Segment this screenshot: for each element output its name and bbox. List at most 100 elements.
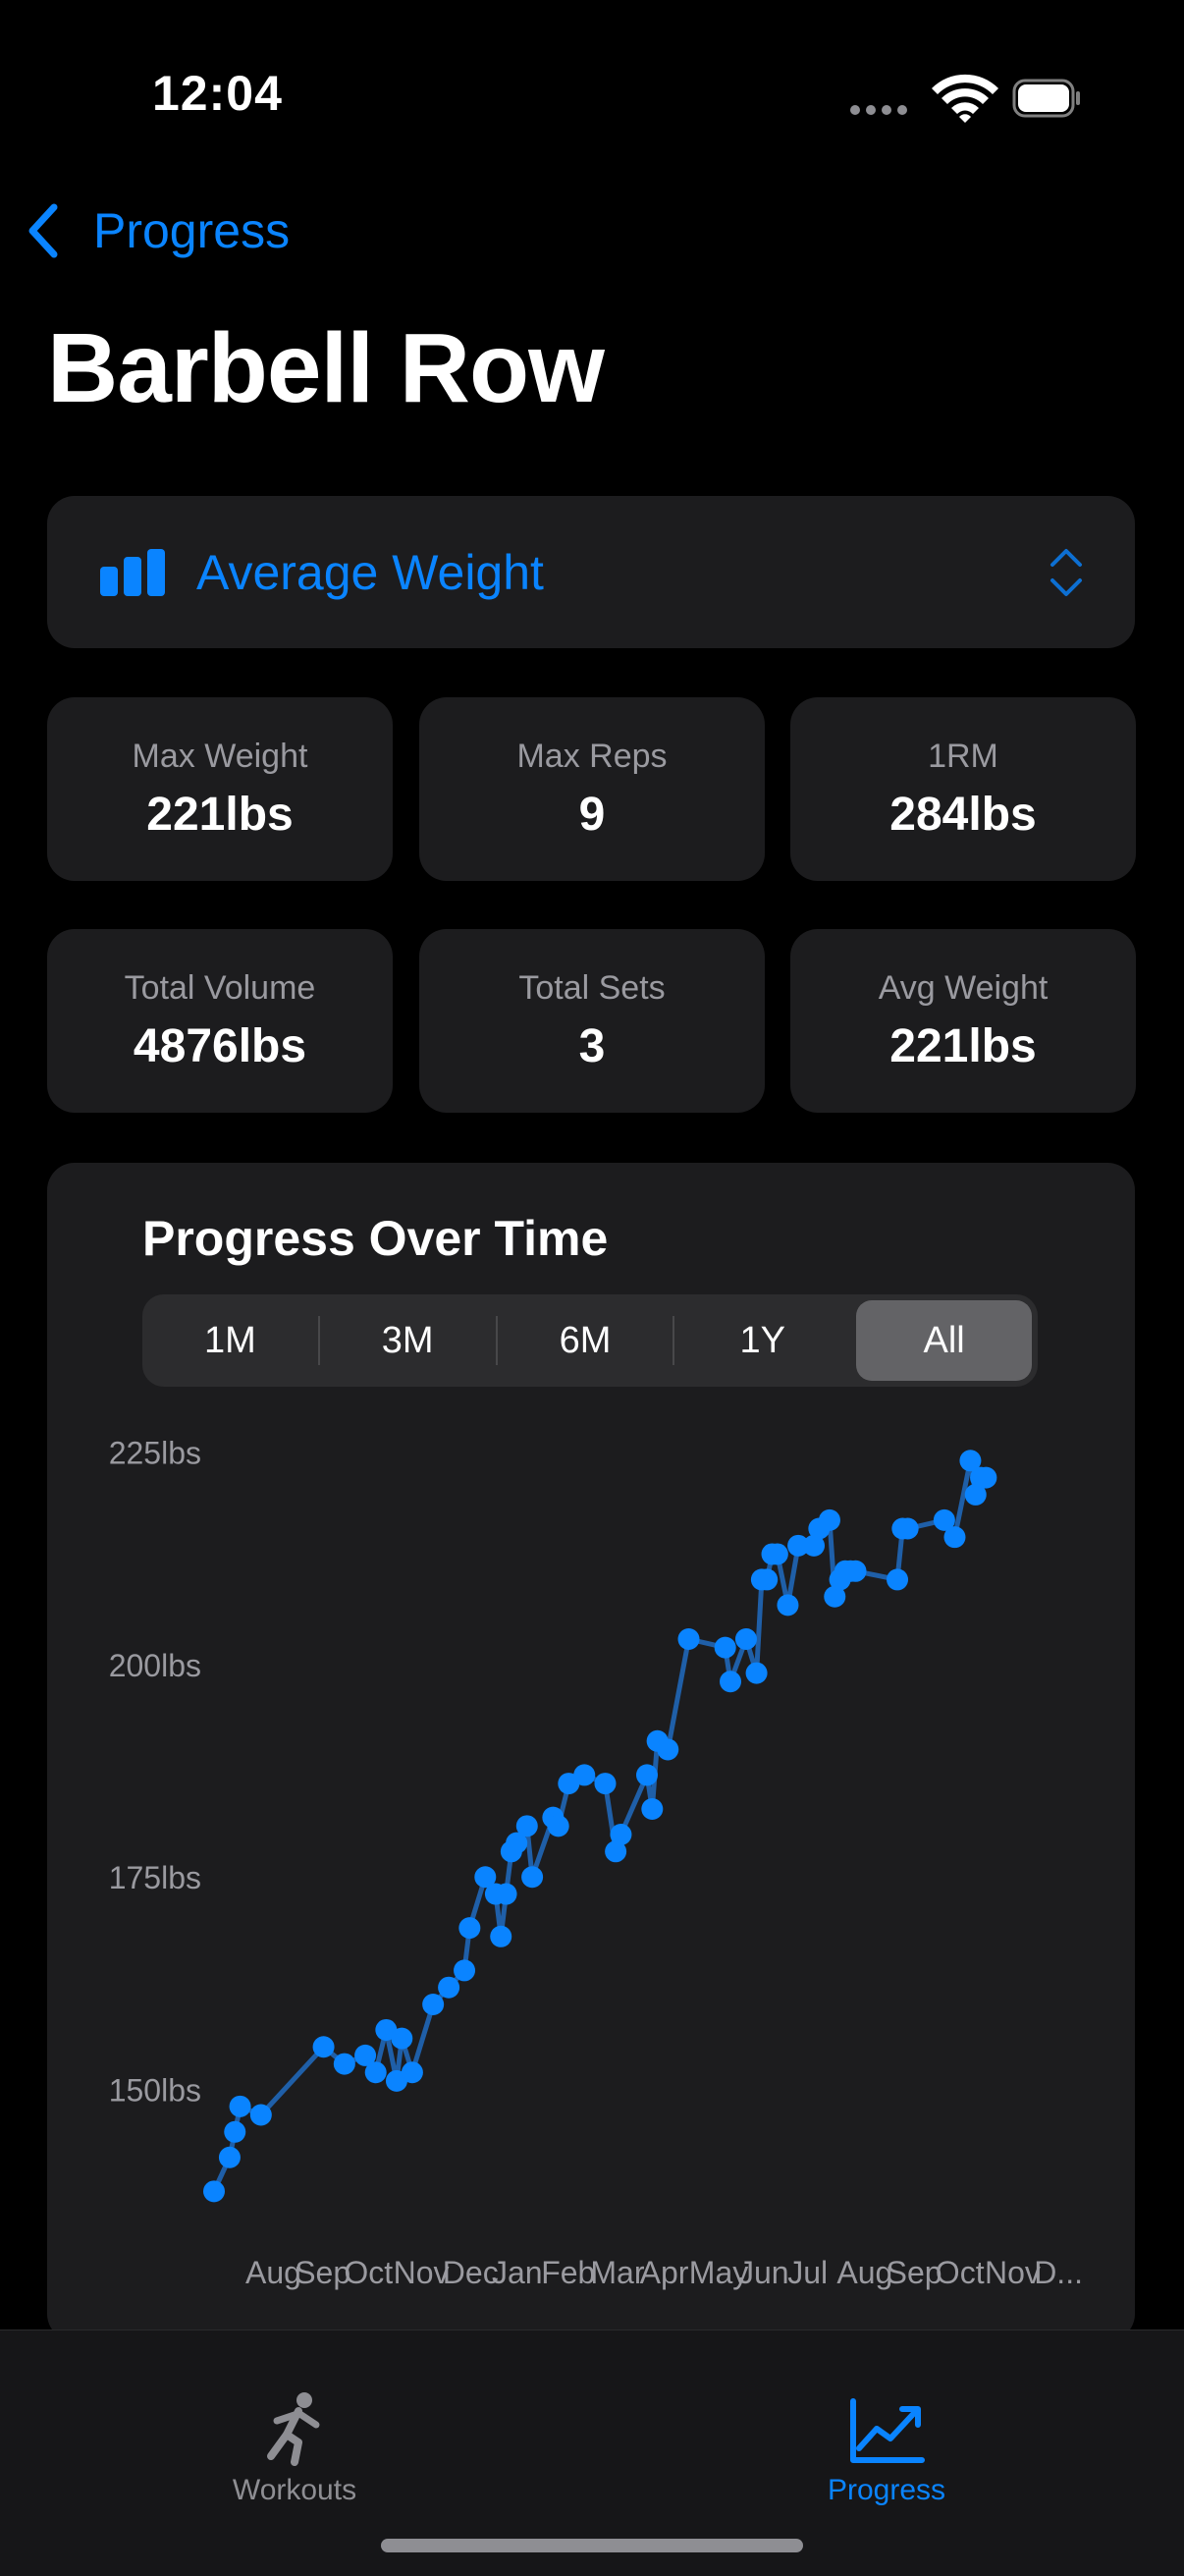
bar-chart-icon xyxy=(100,548,165,596)
data-point xyxy=(454,1959,476,1982)
data-point xyxy=(844,1560,867,1582)
tab-workouts-label: Workouts xyxy=(232,2474,357,2506)
back-button[interactable]: Progress xyxy=(25,196,290,265)
x-tick-label: Sep xyxy=(295,2255,350,2290)
data-point xyxy=(677,1627,700,1650)
stat-max-weight: Max Weight 221lbs xyxy=(47,697,393,881)
data-point xyxy=(964,1483,987,1506)
data-point xyxy=(803,1534,826,1557)
data-point xyxy=(933,1508,955,1531)
data-point xyxy=(605,1840,627,1863)
data-point xyxy=(333,2053,355,2075)
x-tick-label: Jan xyxy=(492,2255,543,2290)
chevron-up-down-icon xyxy=(1050,548,1082,596)
range-1y[interactable]: 1Y xyxy=(739,1319,786,1361)
data-point xyxy=(312,2036,335,2058)
home-indicator xyxy=(381,2539,803,2552)
data-point xyxy=(959,1450,982,1472)
range-all[interactable]: All xyxy=(856,1300,1032,1381)
data-point xyxy=(975,1466,997,1489)
data-point xyxy=(887,1568,909,1591)
segment-divider xyxy=(317,1316,320,1365)
tab-progress-label: Progress xyxy=(827,2474,946,2506)
data-point xyxy=(777,1594,799,1617)
data-point xyxy=(657,1738,679,1761)
data-point xyxy=(401,2061,423,2084)
battery-icon xyxy=(1012,79,1080,118)
stat-1rm: 1RM 284lbs xyxy=(790,697,1136,881)
tab-bar: Workouts Progress xyxy=(0,2329,1184,2576)
metric-picker[interactable]: Average Weight xyxy=(47,496,1135,648)
stat-label: Max Weight xyxy=(132,737,308,775)
tab-workouts[interactable]: Workouts xyxy=(147,2330,442,2507)
x-tick-label: Nov xyxy=(985,2255,1041,2290)
stat-max-reps: Max Reps 9 xyxy=(419,697,765,881)
data-point xyxy=(521,1866,544,1889)
range-6m[interactable]: 6M xyxy=(559,1319,612,1361)
data-point xyxy=(573,1764,596,1786)
data-point xyxy=(896,1517,919,1540)
data-point xyxy=(594,1773,617,1795)
x-tick-label: Aug xyxy=(245,2255,301,2290)
x-tick-label: Jul xyxy=(787,2255,828,2290)
status-icons xyxy=(850,74,1080,123)
x-tick-label: Nov xyxy=(394,2255,450,2290)
stat-label: Max Reps xyxy=(516,737,668,775)
data-point xyxy=(636,1764,658,1786)
segment-divider xyxy=(495,1316,498,1365)
data-point xyxy=(610,1823,632,1845)
chart-title: Progress Over Time xyxy=(142,1211,609,1266)
running-person-icon xyxy=(267,2392,320,2466)
stat-label: Avg Weight xyxy=(878,968,1049,1007)
stat-total-volume: Total Volume 4876lbs xyxy=(47,929,393,1113)
chart-trend-icon xyxy=(850,2398,925,2463)
data-point xyxy=(391,2027,413,2050)
x-tick-label: Dec xyxy=(443,2255,499,2290)
data-point xyxy=(354,2044,377,2066)
data-point xyxy=(218,2146,241,2168)
data-point xyxy=(824,1585,846,1608)
stat-avg-weight: Avg Weight 221lbs xyxy=(790,929,1136,1113)
status-time: 12:04 xyxy=(152,66,283,121)
stat-value: 221lbs xyxy=(889,1019,1037,1072)
metric-picker-value: Average Weight xyxy=(196,544,544,600)
x-tick-label: Mar xyxy=(590,2255,644,2290)
data-point xyxy=(229,2095,251,2117)
back-label: Progress xyxy=(93,203,291,258)
data-point xyxy=(787,1534,810,1557)
stat-value: 221lbs xyxy=(146,788,294,841)
chevron-left-icon xyxy=(28,203,58,258)
tab-progress[interactable]: Progress xyxy=(739,2330,1034,2507)
y-tick-label: 150lbs xyxy=(109,2073,201,2109)
x-tick-label: Aug xyxy=(836,2255,892,2290)
data-point xyxy=(818,1508,840,1531)
y-tick-label: 175lbs xyxy=(109,1860,201,1895)
range-1m[interactable]: 1M xyxy=(204,1319,256,1361)
stat-total-sets: Total Sets 3 xyxy=(419,929,765,1113)
stat-value: 3 xyxy=(578,1019,606,1072)
range-segmented-control: 1M 3M 6M 1Y All xyxy=(142,1294,1038,1387)
data-point xyxy=(203,2180,225,2203)
range-3m[interactable]: 3M xyxy=(381,1319,434,1361)
stat-value: 284lbs xyxy=(889,788,1037,841)
data-point xyxy=(495,1883,517,1905)
stat-label: Total Sets xyxy=(518,968,666,1007)
data-point xyxy=(720,1671,742,1693)
data-point xyxy=(714,1636,736,1659)
data-point xyxy=(490,1925,512,1947)
stat-value: 9 xyxy=(578,788,606,841)
x-tick-label: Oct xyxy=(344,2255,393,2290)
data-point xyxy=(547,1815,569,1837)
signal-dots-icon xyxy=(850,105,907,115)
x-tick-label: May xyxy=(689,2255,748,2290)
data-point xyxy=(474,1866,497,1889)
page-title: Barbell Row xyxy=(47,313,605,423)
data-point xyxy=(422,1994,445,2016)
x-tick-label: Sep xyxy=(887,2255,942,2290)
stat-label: Total Volume xyxy=(124,968,316,1007)
data-point xyxy=(364,2061,387,2084)
series-line xyxy=(211,1457,987,2193)
x-tick-label: D... xyxy=(1034,2255,1083,2290)
stat-value: 4876lbs xyxy=(133,1019,307,1072)
